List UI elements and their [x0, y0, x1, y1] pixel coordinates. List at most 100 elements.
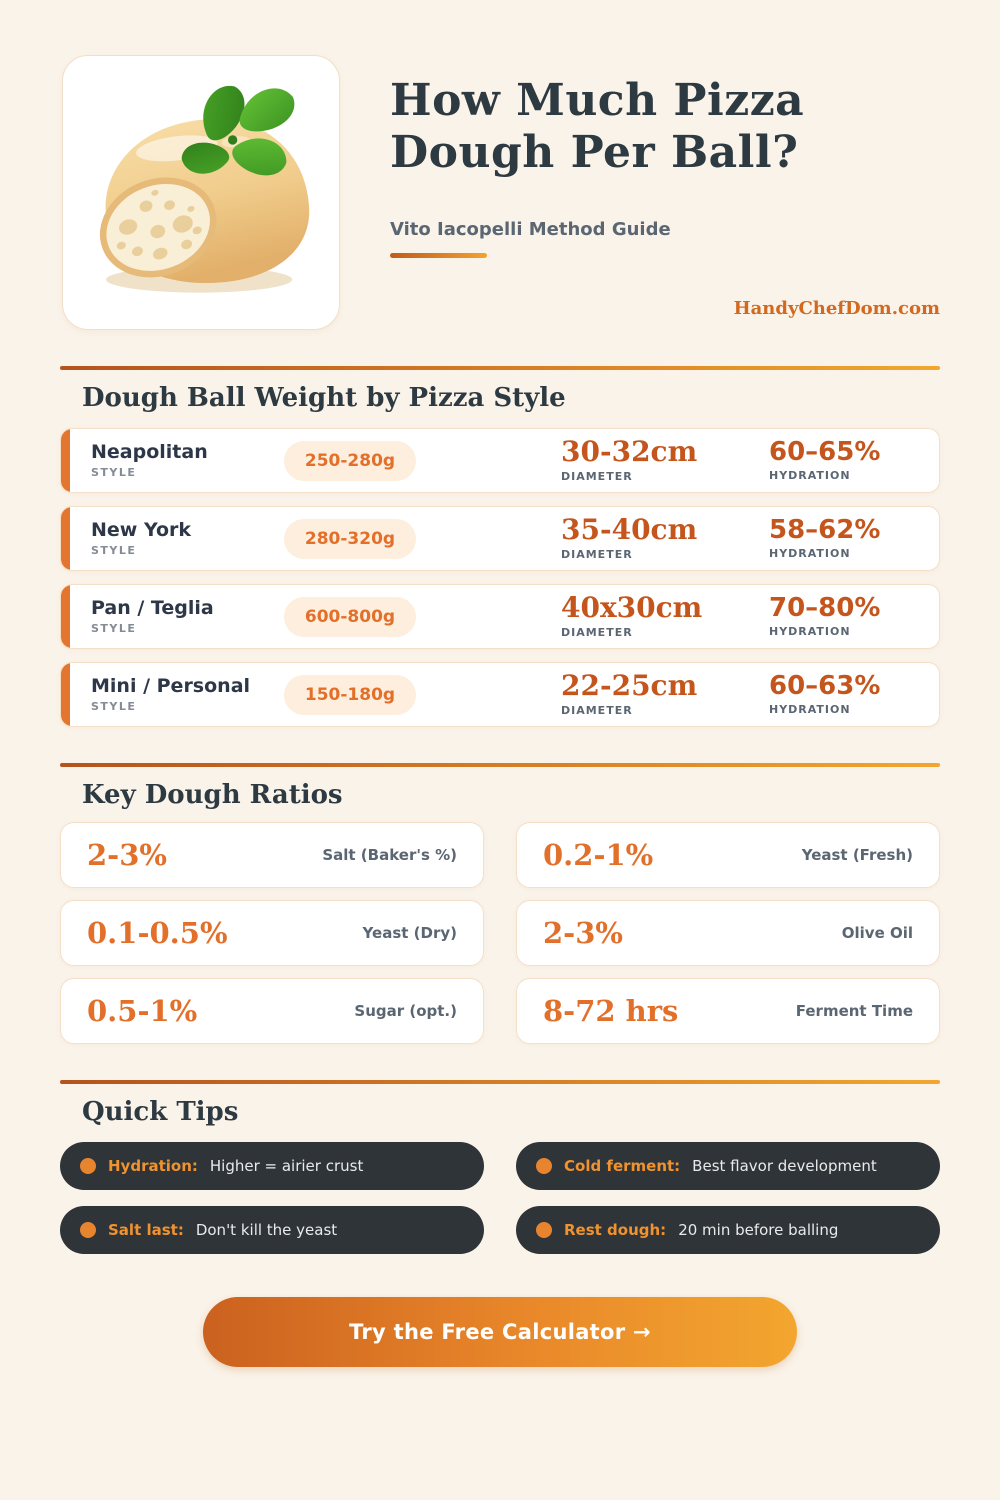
- tip-label: Rest dough:: [564, 1221, 667, 1239]
- tip-pill: Rest dough: 20 min before balling: [516, 1206, 940, 1254]
- hydration-value: 60–65%: [769, 437, 881, 467]
- tips-section: Quick Tips Hydration: Higher = airier cr…: [60, 1080, 940, 1254]
- tip-text: Don't kill the yeast: [195, 1221, 338, 1239]
- hydration-value: 58–62%: [769, 515, 881, 545]
- page-title-line2: Dough Per Ball?: [390, 126, 799, 178]
- hero-image-card: [62, 55, 340, 330]
- diameter-value: 35-40cm: [561, 513, 698, 546]
- row-accent-bar: [61, 507, 70, 570]
- table-row: Pan / Teglia STYLE 600-800g 40x30cm DIAM…: [60, 584, 940, 649]
- style-cell: Pan / Teglia STYLE: [91, 596, 284, 636]
- ratio-value: 0.5-1%: [87, 994, 198, 1028]
- ratio-card: 0.5-1% Sugar (opt.): [60, 978, 484, 1044]
- subtitle-accent-bar: [390, 252, 487, 258]
- hydration-cell: 70–80% HYDRATION: [769, 595, 939, 638]
- tips-section-heading: Quick Tips: [82, 1097, 239, 1127]
- hydration-cell: 58–62% HYDRATION: [769, 517, 939, 560]
- weight-rows: Neapolitan STYLE 250-280g 30-32cm DIAMET…: [60, 428, 940, 727]
- row-accent-bar: [61, 429, 70, 492]
- ratio-card: 2-3% Olive Oil: [516, 900, 940, 966]
- style-cell: Mini / Personal STYLE: [91, 674, 284, 714]
- style-label: STYLE: [91, 622, 137, 636]
- style-label: STYLE: [91, 700, 137, 714]
- style-name: Mini / Personal: [91, 674, 251, 697]
- tip-pill: Salt last: Don't kill the yeast: [60, 1206, 484, 1254]
- ratio-value: 0.2-1%: [543, 838, 654, 872]
- weight-section: Dough Ball Weight by Pizza Style Neapoli…: [60, 366, 940, 727]
- hydration-label: HYDRATION: [769, 703, 851, 716]
- diameter-cell: 35-40cm DIAMETER: [561, 513, 769, 562]
- ratios-section: Key Dough Ratios 2-3% Salt (Baker's %) 0…: [60, 763, 940, 1044]
- table-row: New York STYLE 280-320g 35-40cm DIAMETER…: [60, 506, 940, 571]
- diameter-cell: 40x30cm DIAMETER: [561, 591, 769, 640]
- cta-container: Try the Free Calculator →: [0, 1297, 1000, 1367]
- tip-bullet-icon: [80, 1222, 96, 1238]
- tip-text: 20 min before balling: [678, 1221, 839, 1239]
- hydration-cell: 60–63% HYDRATION: [769, 673, 939, 716]
- weight-badge: 250-280g: [284, 440, 416, 481]
- basil-leaves-icon: [181, 85, 295, 175]
- ratio-label: Ferment Time: [795, 1002, 913, 1020]
- ratio-grid: 2-3% Salt (Baker's %) 0.2-1% Yeast (Fres…: [60, 822, 940, 1044]
- diameter-label: DIAMETER: [561, 548, 633, 561]
- diameter-label: DIAMETER: [561, 626, 633, 639]
- weight-badge: 600-800g: [284, 596, 416, 637]
- style-name: New York: [91, 518, 192, 541]
- ratio-label: Yeast (Dry): [362, 924, 457, 942]
- page-subtitle: Vito Iacopelli Method Guide: [390, 218, 671, 240]
- ratio-label: Olive Oil: [841, 924, 913, 942]
- style-cell: Neapolitan STYLE: [91, 440, 284, 480]
- diameter-value: 40x30cm: [561, 591, 703, 624]
- dough-cut-face: [99, 176, 217, 277]
- ratio-card: 2-3% Salt (Baker's %): [60, 822, 484, 888]
- diameter-label: DIAMETER: [561, 704, 633, 717]
- tip-text: Best flavor development: [692, 1157, 877, 1175]
- weight-badge: 280-320g: [284, 518, 416, 559]
- table-row: Mini / Personal STYLE 150-180g 22-25cm D…: [60, 662, 940, 727]
- hydration-label: HYDRATION: [769, 625, 851, 638]
- page-title: How Much Pizza Dough Per Ball?: [390, 75, 940, 179]
- tip-bullet-icon: [536, 1222, 552, 1238]
- brand-url: HandyChefDom.com: [733, 297, 940, 319]
- row-accent-bar: [61, 585, 70, 648]
- tip-label: Hydration:: [108, 1157, 198, 1175]
- style-name: Pan / Teglia: [91, 596, 214, 619]
- diameter-value: 30-32cm: [561, 435, 698, 468]
- ratio-label: Salt (Baker's %): [322, 846, 457, 864]
- ratio-label: Sugar (opt.): [354, 1002, 457, 1020]
- ratio-value: 2-3%: [543, 916, 623, 950]
- ratio-value: 2-3%: [87, 838, 167, 872]
- tip-pill: Cold ferment: Best flavor development: [516, 1142, 940, 1190]
- ratio-label: Yeast (Fresh): [801, 846, 913, 864]
- table-row: Neapolitan STYLE 250-280g 30-32cm DIAMET…: [60, 428, 940, 493]
- hydration-label: HYDRATION: [769, 547, 851, 560]
- weight-badge: 150-180g: [284, 674, 416, 715]
- tip-label: Salt last:: [108, 1221, 184, 1239]
- tip-bullet-icon: [80, 1158, 96, 1174]
- ratio-card: 0.1-0.5% Yeast (Dry): [60, 900, 484, 966]
- header-text-block: How Much Pizza Dough Per Ball? Vito Iaco…: [390, 55, 940, 330]
- dough-ball-illustration: [99, 85, 310, 293]
- free-calculator-button[interactable]: Try the Free Calculator →: [203, 1297, 797, 1367]
- tip-bullet-icon: [536, 1158, 552, 1174]
- tip-text: Higher = airier crust: [209, 1157, 364, 1175]
- diameter-value: 22-25cm: [561, 669, 698, 702]
- style-label: STYLE: [91, 544, 137, 558]
- style-cell: New York STYLE: [91, 518, 284, 558]
- style-name: Neapolitan: [91, 440, 208, 463]
- section-divider: [60, 366, 940, 370]
- tips-grid: Hydration: Higher = airier crust Cold fe…: [60, 1142, 940, 1254]
- diameter-cell: 22-25cm DIAMETER: [561, 669, 769, 718]
- ratio-value: 0.1-0.5%: [87, 916, 228, 950]
- section-divider: [60, 1080, 940, 1084]
- page-title-line1: How Much Pizza: [390, 75, 805, 126]
- section-divider: [60, 763, 940, 767]
- style-label: STYLE: [91, 466, 137, 480]
- diameter-label: DIAMETER: [561, 470, 633, 483]
- tip-label: Cold ferment:: [564, 1157, 681, 1175]
- header: How Much Pizza Dough Per Ball? Vito Iaco…: [0, 0, 1000, 330]
- hydration-value: 70–80%: [769, 593, 881, 623]
- weight-section-heading: Dough Ball Weight by Pizza Style: [82, 383, 566, 413]
- hydration-value: 60–63%: [769, 671, 881, 701]
